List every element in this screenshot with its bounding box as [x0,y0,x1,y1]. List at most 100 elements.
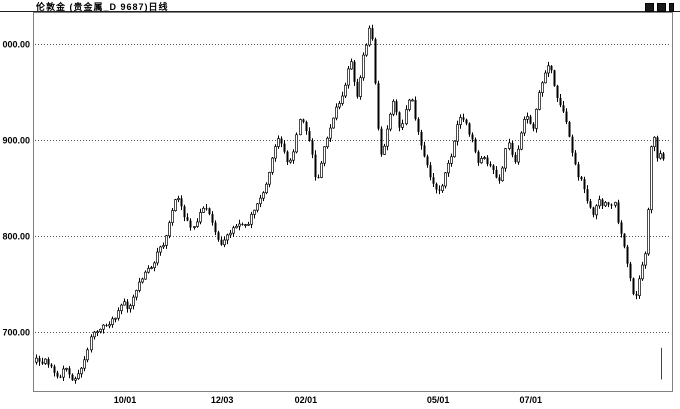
candle [583,179,586,190]
chart-title: 伦敦金 (贵金属_D 9687)日线 [36,2,169,12]
candle [77,373,80,379]
candle [347,68,350,86]
x-axis-tick-label: 05/01 [427,395,450,405]
candle [283,143,286,152]
candle [268,172,271,185]
candlestick-chart[interactable]: 1 000.00 900.00 800.00 700.00 10/01 12/03 02/0… [0,11,680,409]
candle [395,101,398,113]
candle [114,317,117,320]
candle [610,204,613,206]
plot-border [33,12,673,392]
candle [217,232,220,240]
candle [486,157,489,164]
candle [99,328,102,332]
candle [174,199,177,211]
candle [108,324,111,327]
chart-title-bar: 伦敦金 (贵金属_D 9687)日线 [0,0,680,12]
candle [656,137,659,159]
candle [93,331,96,338]
candle [501,167,504,182]
candle [456,124,459,142]
candle [205,208,208,210]
candle [159,246,162,253]
candle [414,100,417,120]
candle [53,366,56,373]
candle [183,206,186,218]
candle [529,116,532,124]
candle [311,140,314,155]
candle [286,151,289,163]
candle [408,99,411,110]
candle [326,137,329,148]
x-axis-tick-label: 12/03 [211,395,234,405]
candle [150,267,153,269]
candle [102,324,105,330]
scroll-thumb-icon[interactable] [669,3,674,12]
candle [480,158,483,164]
candle [614,202,617,206]
candle [244,224,247,226]
candle [135,290,138,298]
candle [147,268,150,273]
candle [277,138,280,147]
candle [417,119,420,132]
candle [495,169,498,178]
candle [35,357,38,363]
candle [477,151,480,163]
candle [365,44,368,56]
candle [223,239,226,246]
candle [571,136,574,153]
candle [465,119,468,124]
candle [508,142,511,149]
candle [308,131,311,141]
candle [353,61,356,82]
candle [214,222,217,233]
candle [302,119,305,122]
candle [241,224,244,225]
candle [617,202,620,223]
candle [471,134,474,140]
candle [202,207,205,213]
scroll-left-icon[interactable] [645,3,654,12]
candle-wicks [36,24,664,384]
candle [256,203,259,211]
candle [553,70,556,86]
candle [96,331,99,333]
candle [574,152,577,165]
candle [123,301,126,306]
candle [423,145,426,157]
candle [165,235,168,246]
candle [153,262,156,269]
candle [586,189,589,202]
candle [359,77,362,97]
candle [65,367,68,370]
candle [550,65,553,71]
candle [250,213,253,225]
candle [129,305,132,310]
candle [83,359,86,369]
candle [235,225,238,229]
candle [386,128,389,147]
candle [565,111,568,123]
candle [392,100,395,115]
candle [468,123,471,135]
candle [629,263,632,279]
candle [86,349,89,361]
candle [380,128,383,155]
candle [541,82,544,93]
scroll-right-icon[interactable] [657,3,666,12]
candle [199,212,202,223]
candle [592,207,595,215]
candle [532,123,535,129]
candle [444,172,447,187]
candle [344,84,347,97]
candle [653,136,656,148]
candle [577,164,580,178]
candle [568,122,571,137]
candle [144,271,147,280]
candle [647,209,650,255]
candle [432,177,435,184]
candle [659,153,662,159]
candle [229,232,232,236]
candle [126,301,129,309]
